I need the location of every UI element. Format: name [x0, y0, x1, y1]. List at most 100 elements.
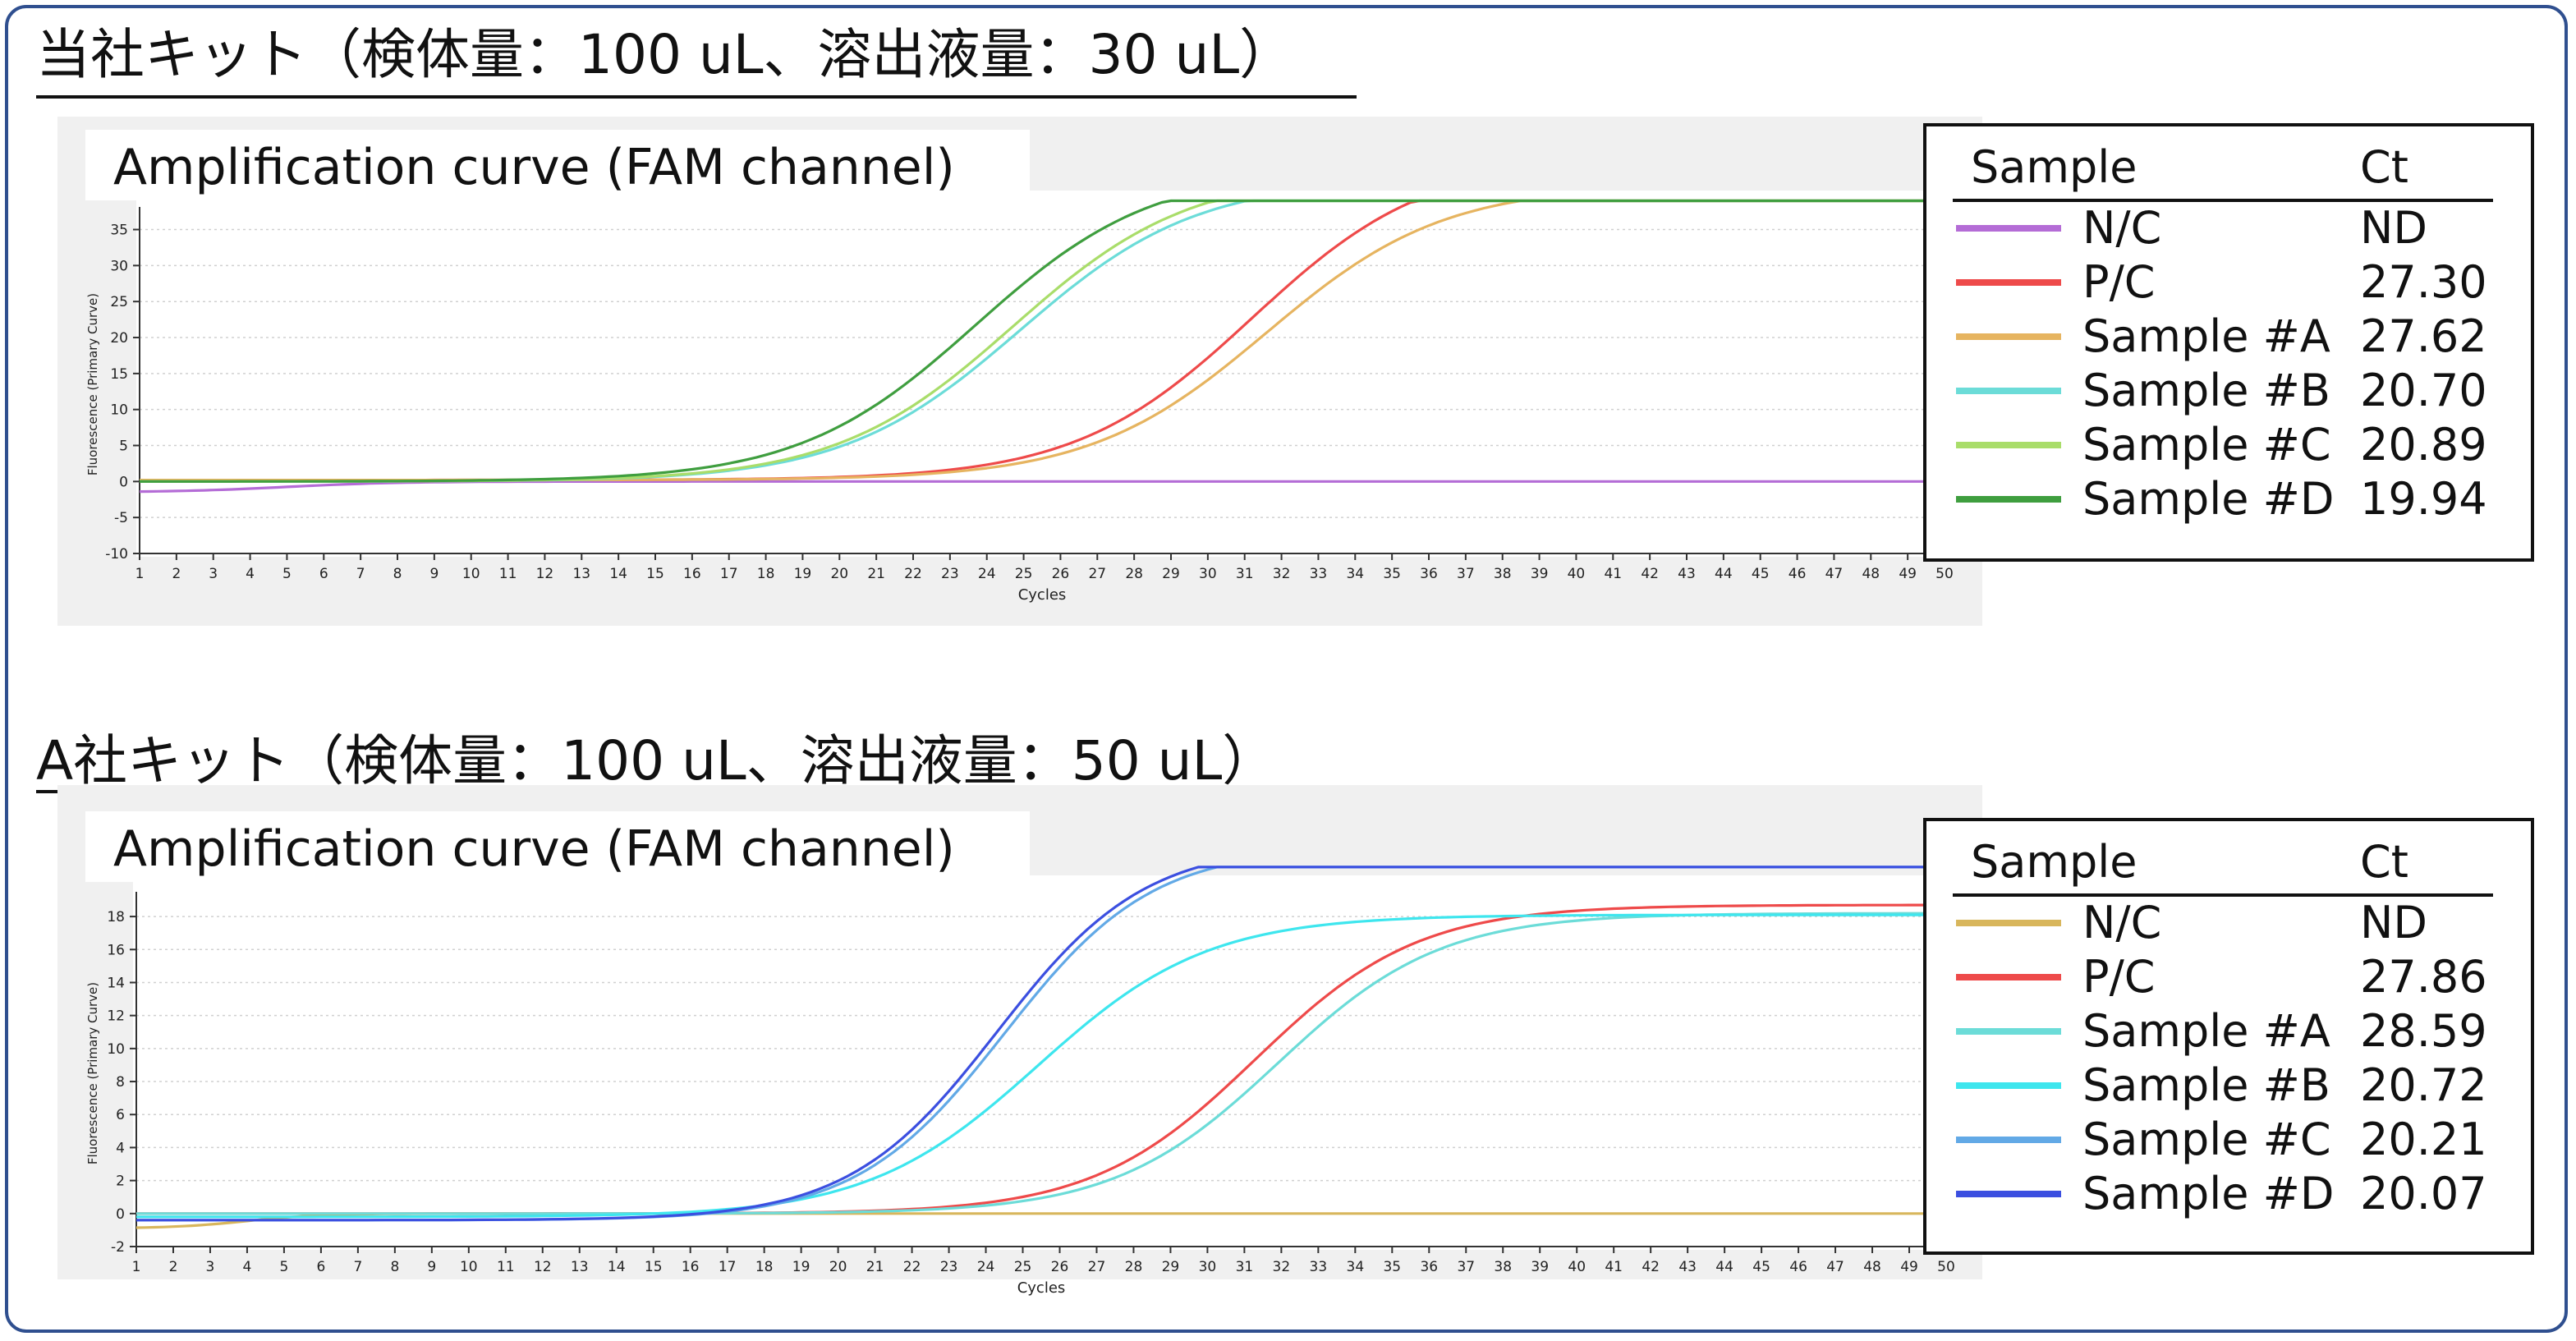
x-tick-label: 27: [1088, 1259, 1106, 1275]
x-tick-label: 29: [1162, 1259, 1180, 1275]
x-tick-label: 47: [1825, 566, 1844, 582]
series-lines: [135, 866, 1946, 1229]
x-tick-label: 25: [1015, 566, 1033, 582]
legend-header-ct: Ct: [2360, 836, 2408, 888]
x-tick-label: 38: [1494, 566, 1512, 582]
x-ticks: 1 2 3 4 5 6 7 8 9 10 11 12 13 14 15 16 17 18 19 20 21 22 23 24 2…: [135, 553, 1954, 582]
x-tick-label: 15: [646, 566, 664, 582]
y-tick-label: -2: [111, 1239, 125, 1256]
chart-subtitle: Amplification curve (FAM channel): [113, 139, 955, 196]
x-tick-label: 50: [1937, 1259, 1955, 1275]
x-tick-label: 6: [316, 1259, 325, 1275]
legend: Sample Ct N/C ND P/C 27.30 Sample #A 27.62 Sampl…: [1923, 123, 2534, 562]
legend-series-name: Sample #A: [2082, 310, 2330, 362]
x-tick-label: 23: [941, 566, 959, 582]
legend-series-name: N/C: [2082, 202, 2161, 254]
legend-series-name: Sample #C: [2082, 419, 2331, 471]
x-tick-label: 1: [135, 566, 145, 582]
y-tick-label: 12: [107, 1008, 125, 1025]
y-tick-label: -10: [105, 546, 128, 563]
x-tick-label: 16: [682, 1259, 700, 1275]
x-tick-label: 30: [1199, 1259, 1217, 1275]
x-tick-label: 7: [356, 566, 365, 582]
y-tick-label: 14: [107, 975, 125, 991]
y-tick-label: 20: [110, 330, 128, 347]
legend-series-ct: 20.21: [2360, 1114, 2487, 1165]
x-tick-label: 3: [206, 1259, 215, 1275]
plot-area: [133, 875, 1959, 1250]
legend-series-name: P/C: [2082, 951, 2155, 1003]
x-axis-label: Cycles: [1017, 1279, 1066, 1297]
x-tick-label: 19: [794, 566, 812, 582]
x-tick-label: 10: [462, 566, 480, 582]
y-tick-label: 10: [107, 1041, 125, 1058]
x-tick-label: 23: [940, 1259, 958, 1275]
y-tick-label: 30: [110, 258, 128, 274]
x-tick-label: 5: [280, 1259, 289, 1275]
x-tick-label: 14: [609, 566, 627, 582]
panel-1-heading-underline: [36, 95, 1357, 99]
x-tick-label: 24: [977, 1259, 995, 1275]
y-tick-label: 0: [116, 1206, 125, 1223]
x-tick-label: 44: [1715, 566, 1733, 582]
x-tick-label: 20: [829, 1259, 847, 1275]
legend-box: [1923, 123, 2534, 562]
legend-header-ct: Ct: [2360, 141, 2408, 193]
x-tick-label: 40: [1568, 1259, 1586, 1275]
panel-1-heading: 当社キット（検体量：100 uL、溶出液量：30 uL）: [36, 23, 1294, 86]
series-line-6: [140, 199, 1945, 483]
x-tick-label: 44: [1715, 1259, 1733, 1275]
legend-series-name: P/C: [2082, 256, 2155, 308]
y-tick-label: -5: [114, 510, 128, 526]
x-tick-label: 9: [427, 1259, 436, 1275]
x-tick-label: 3: [209, 566, 218, 582]
x-tick-label: 49: [1899, 566, 1917, 582]
x-tick-label: 37: [1457, 566, 1475, 582]
x-tick-label: 33: [1310, 566, 1328, 582]
x-tick-label: 37: [1457, 1259, 1475, 1275]
x-tick-label: 33: [1310, 1259, 1328, 1275]
x-tick-label: 4: [246, 566, 255, 582]
legend-series-ct: 28.59: [2360, 1005, 2487, 1057]
x-tick-label: 41: [1604, 566, 1622, 582]
x-tick-label: 39: [1531, 566, 1549, 582]
x-tick-label: 18: [757, 566, 775, 582]
y-axis-label: Fluorescence (Primary Curve): [85, 982, 100, 1164]
x-tick-label: 40: [1568, 566, 1586, 582]
x-tick-label: 50: [1935, 566, 1954, 582]
x-tick-label: 1: [132, 1259, 141, 1275]
x-tick-label: 6: [319, 566, 328, 582]
y-tick-label: 2: [116, 1173, 125, 1190]
x-tick-label: 46: [1789, 566, 1807, 582]
legend-header-sample: Sample: [1971, 141, 2137, 193]
x-tick-label: 38: [1494, 1259, 1512, 1275]
y-tick-label: 6: [116, 1107, 125, 1123]
x-tick-label: 39: [1531, 1259, 1549, 1275]
x-tick-label: 30: [1199, 566, 1217, 582]
x-tick-label: 45: [1752, 1259, 1770, 1275]
x-tick-label: 22: [903, 1259, 921, 1275]
x-tick-label: 24: [978, 566, 996, 582]
y-tick-label: 35: [110, 223, 128, 239]
x-tick-label: 12: [534, 1259, 552, 1275]
legend-series-ct: 19.94: [2360, 473, 2487, 525]
x-tick-label: 8: [390, 1259, 399, 1275]
x-axis-label: Cycles: [1018, 586, 1067, 604]
series-line-6: [136, 866, 1946, 1222]
legend-series-name: Sample #D: [2082, 473, 2334, 525]
legend-series-ct: 20.72: [2360, 1059, 2487, 1111]
x-tick-label: 7: [353, 1259, 362, 1275]
subtitle-box: [85, 130, 1030, 200]
y-tick-label: 10: [110, 402, 128, 419]
legend-series-name: Sample #B: [2082, 365, 2330, 416]
x-tick-label: 10: [460, 1259, 478, 1275]
legend-series-name: Sample #C: [2082, 1114, 2331, 1165]
x-tick-label: 21: [866, 1259, 884, 1275]
x-tick-label: 48: [1863, 1259, 1881, 1275]
x-tick-label: 48: [1862, 566, 1880, 582]
x-tick-label: 34: [1347, 1259, 1365, 1275]
x-tick-label: 15: [645, 1259, 663, 1275]
x-tick-label: 13: [572, 566, 590, 582]
x-tick-label: 11: [497, 1259, 515, 1275]
legend-series-ct: ND: [2360, 897, 2427, 948]
